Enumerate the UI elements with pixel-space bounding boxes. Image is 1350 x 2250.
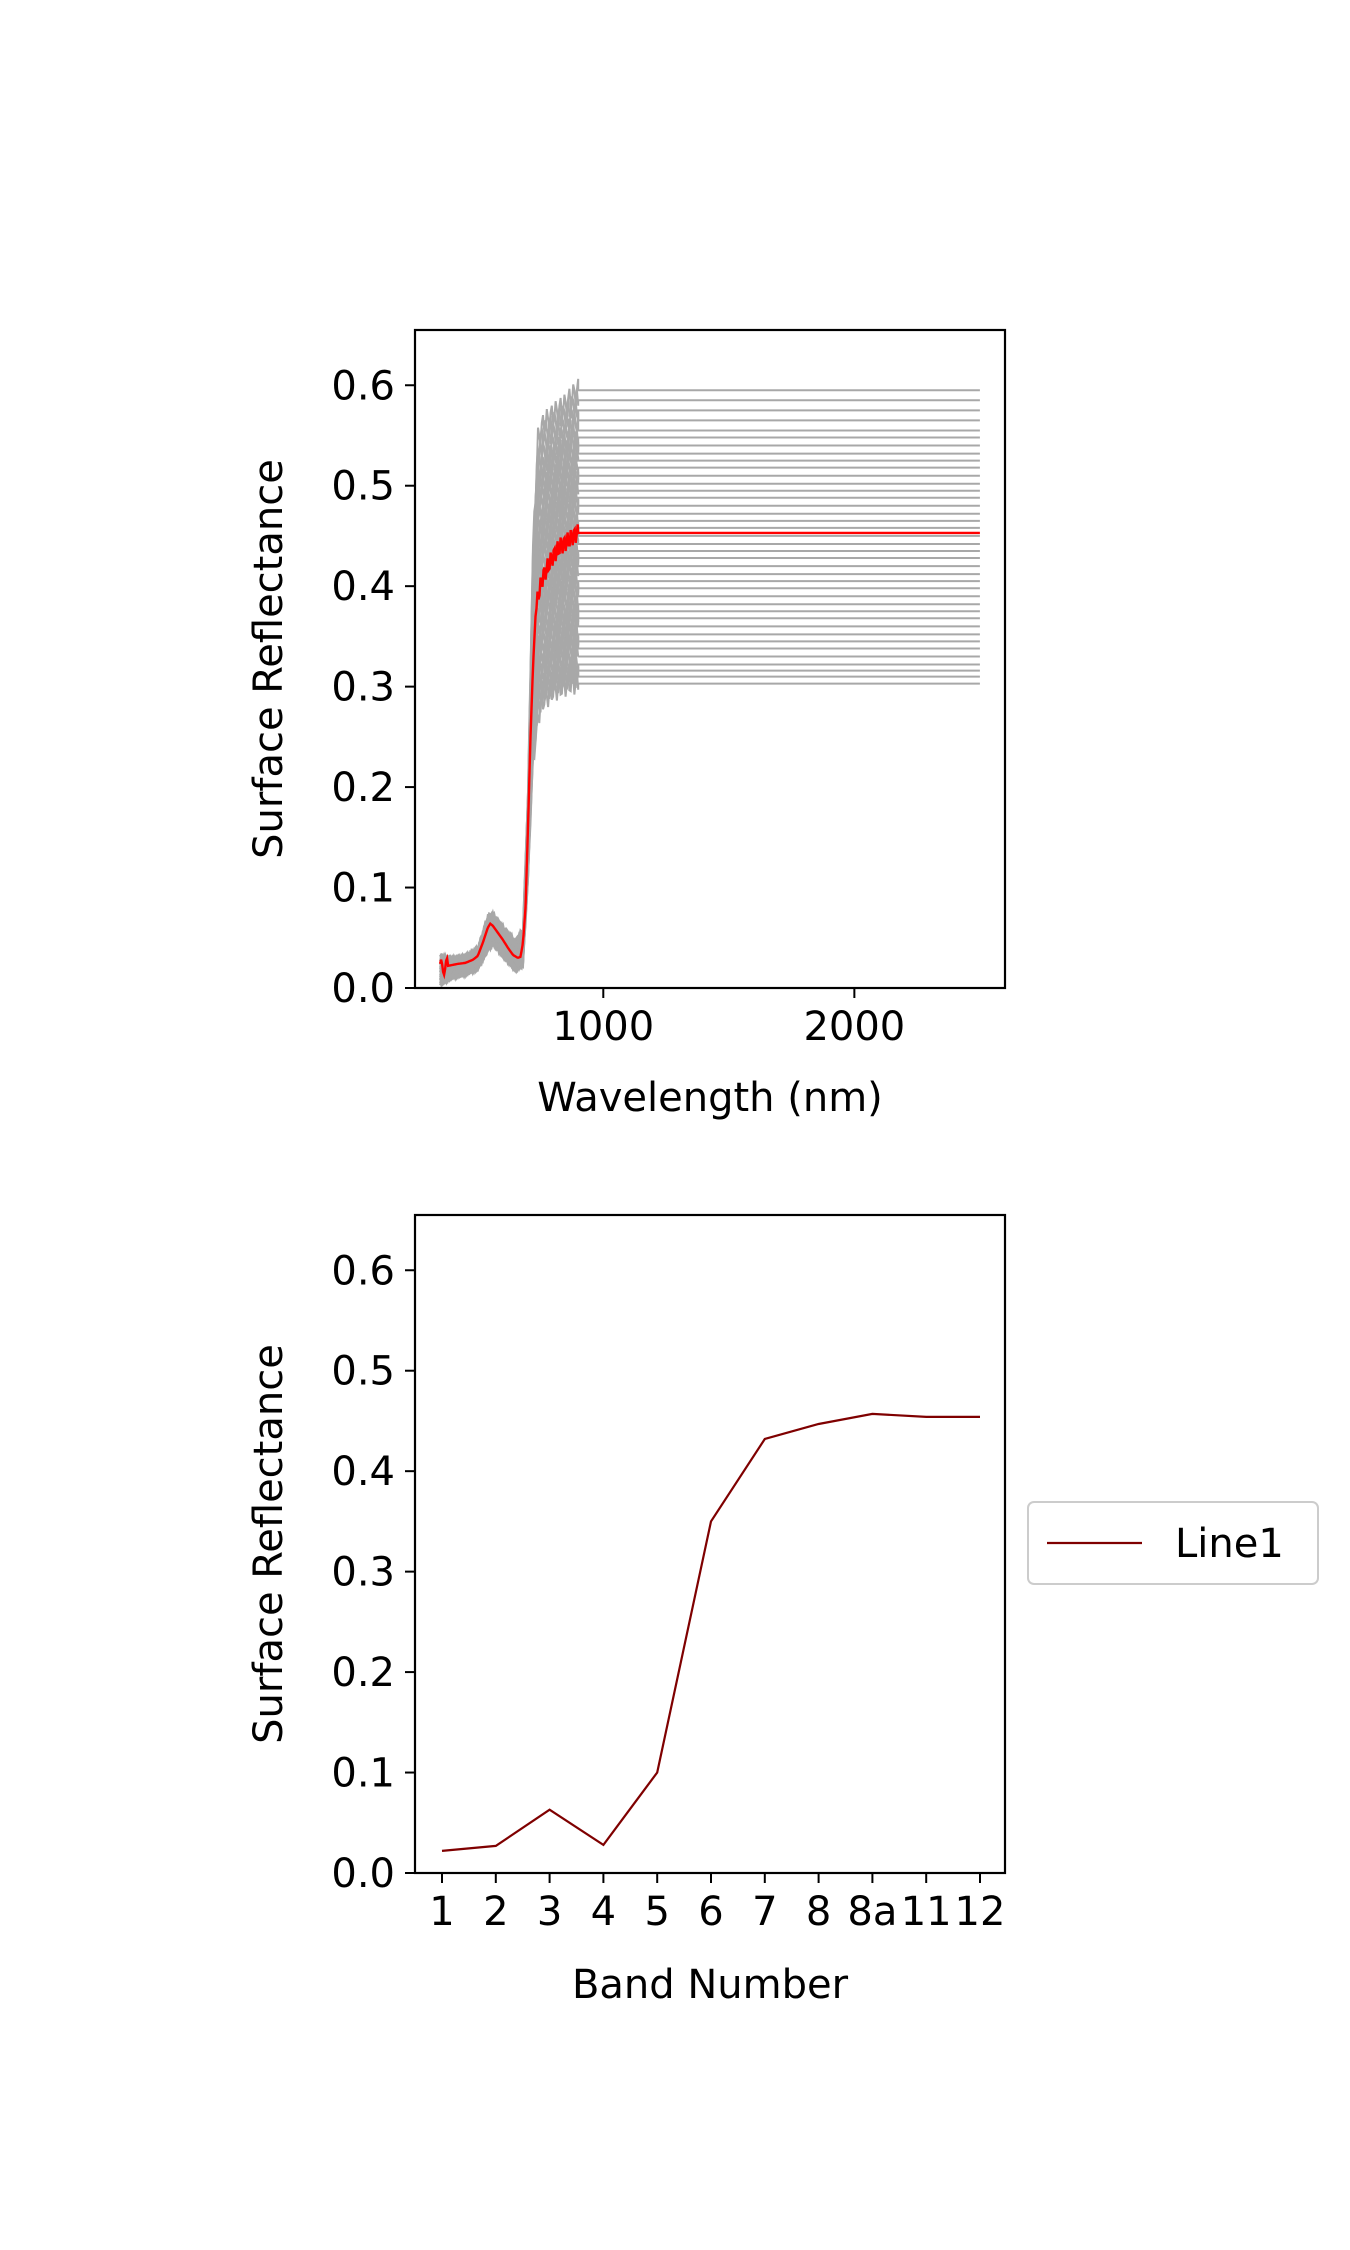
y-tick-label: 0.1 xyxy=(331,1751,395,1797)
y-tick-label: 0.3 xyxy=(331,1550,395,1596)
x-tick-label: 5 xyxy=(644,1889,669,1935)
ensemble-spectrum-line xyxy=(439,378,980,965)
legend-label-line1: Line1 xyxy=(1175,1521,1284,1567)
y-tick-label: 0.4 xyxy=(331,564,395,610)
x-tick-label: 1000 xyxy=(552,1004,654,1050)
y-tick-label: 0.2 xyxy=(331,1650,395,1696)
y-tick-label: 0.3 xyxy=(331,665,395,711)
x-tick-label: 8a xyxy=(847,1889,897,1935)
ensemble-spectrum-line xyxy=(439,389,980,966)
y-tick-label: 0.6 xyxy=(331,363,395,409)
y-tick-label: 0.6 xyxy=(331,1248,395,1294)
x-tick-label: 7 xyxy=(752,1889,777,1935)
x-tick-label: 12 xyxy=(955,1889,1006,1935)
y-tick-label: 0.0 xyxy=(331,966,395,1012)
band-y-axis-label: Surface Reflectance xyxy=(246,1344,292,1744)
x-tick-label: 2000 xyxy=(803,1004,905,1050)
spectra-x-axis: 1000 2000 xyxy=(552,988,905,1050)
spectra-mean-line-group xyxy=(438,524,980,980)
x-tick-label: 3 xyxy=(537,1889,562,1935)
band-line-group xyxy=(441,1412,980,1852)
x-tick-label: 1 xyxy=(429,1889,454,1935)
band-x-axis-label: Band Number xyxy=(572,1962,849,2008)
y-tick-label: 0.2 xyxy=(331,765,395,811)
y-tick-label: 0.1 xyxy=(331,866,395,912)
spectra-x-axis-label: Wavelength (nm) xyxy=(537,1075,883,1121)
y-tick-label: 0.4 xyxy=(331,1449,395,1495)
band-x-axis: 1 2 3 4 5 6 7 8 8a 11 12 xyxy=(429,1873,1005,1935)
y-tick-label: 0.5 xyxy=(331,1349,395,1395)
band-panel: 0.00.10.20.30.40.50.6 1 2 3 4 5 6 7 8 8a 11 12 Ban… xyxy=(246,1213,1319,2008)
spectra-y-axis-label: Surface Reflectance xyxy=(246,459,292,859)
x-tick-label: 8 xyxy=(806,1889,831,1935)
y-tick-label: 0.5 xyxy=(331,464,395,510)
band-reflectance-line xyxy=(441,1412,980,1852)
x-tick-label: 6 xyxy=(698,1889,723,1935)
y-tick-label: 0.0 xyxy=(331,1851,395,1897)
x-tick-label: 2 xyxy=(483,1889,508,1935)
spectra-axes-frame xyxy=(413,328,1007,990)
legend-box xyxy=(1027,1501,1319,1585)
x-tick-label: 11 xyxy=(901,1889,952,1935)
mean-spectrum-line xyxy=(438,524,980,980)
band-y-axis: 0.0 0.1 0.2 0.3 0.4 0.5 0.6 xyxy=(331,1248,415,1897)
spectra-panel: 0.0 0.1 0.2 0.3 0.4 0.5 0.6 1000 2000 Wavelengt… xyxy=(246,328,1007,1121)
x-tick-label: 4 xyxy=(591,1889,616,1935)
spectra-y-axis: 0.0 0.1 0.2 0.3 0.4 0.5 0.6 xyxy=(331,363,415,1012)
legend: Line1 xyxy=(1027,1501,1319,1585)
